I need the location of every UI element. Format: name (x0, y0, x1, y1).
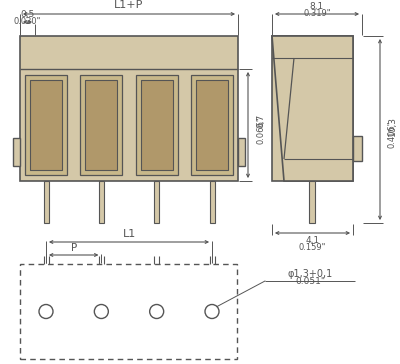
Circle shape (150, 305, 164, 318)
Bar (30, 80, 62, 170)
Polygon shape (272, 36, 353, 181)
Bar (309, 181, 315, 223)
Bar (196, 80, 228, 170)
Text: φ1,3+0,1: φ1,3+0,1 (287, 269, 333, 279)
Text: 0,5: 0,5 (20, 11, 35, 20)
Circle shape (39, 305, 53, 318)
Bar (25, 75, 67, 175)
Polygon shape (272, 36, 353, 181)
Text: 0.159": 0.159" (299, 242, 326, 252)
Text: 8,1: 8,1 (310, 3, 324, 12)
Bar (210, 181, 214, 223)
Text: P: P (70, 243, 77, 253)
Bar (238, 138, 245, 166)
Text: 0.051": 0.051" (295, 277, 325, 286)
Text: L1: L1 (122, 229, 136, 239)
Bar (44, 181, 48, 223)
Bar (154, 181, 159, 223)
Text: 10,3: 10,3 (388, 115, 396, 135)
Text: 0.406": 0.406" (388, 121, 396, 148)
Bar (20, 264, 237, 359)
Circle shape (205, 305, 219, 318)
Text: 0.020": 0.020" (14, 16, 41, 25)
Text: 0.319": 0.319" (303, 8, 331, 17)
Text: L1+P: L1+P (114, 0, 144, 10)
Bar (80, 75, 122, 175)
Bar (85, 80, 117, 170)
Bar (13, 138, 20, 166)
Text: 4,1: 4,1 (306, 236, 320, 245)
Bar (191, 75, 233, 175)
Text: 0,7: 0,7 (256, 114, 266, 128)
Bar (20, 36, 238, 181)
Bar (353, 136, 362, 161)
Bar (136, 75, 178, 175)
Circle shape (94, 305, 108, 318)
Text: 0.066": 0.066" (256, 116, 266, 144)
Bar (99, 181, 104, 223)
Bar (141, 80, 173, 170)
